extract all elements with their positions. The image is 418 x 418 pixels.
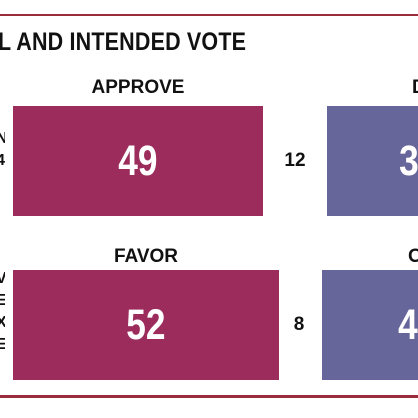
oppose-value-label: 4: [398, 300, 418, 349]
bottom-rule: [0, 395, 418, 398]
row-label: N 4: [0, 128, 5, 172]
left-column-header: FAVOR: [113, 246, 179, 267]
favor-bar: 52: [13, 270, 279, 380]
row-label-line: E: [0, 290, 5, 312]
left-column-header: APPROVE: [91, 77, 185, 98]
oppose-bar: 4: [322, 270, 418, 380]
right-column-header: O: [408, 246, 418, 267]
top-rule: [0, 14, 418, 16]
middle-value-label: 8: [293, 314, 305, 335]
row-label-line: E: [0, 334, 5, 356]
approve-bar: 49: [13, 106, 263, 216]
middle-value-label: 12: [284, 150, 306, 171]
approve-value-label: 49: [118, 136, 158, 185]
disapprove-value-label: 3: [399, 136, 418, 185]
row-label-line: N: [0, 128, 5, 150]
right-column-header: D: [412, 77, 418, 99]
favor-value-label: 52: [126, 300, 166, 349]
row-label: V E X E: [0, 268, 5, 356]
chart-title: L AND INTENDED VOTE: [0, 28, 247, 56]
row-label-line: V: [0, 268, 5, 290]
disapprove-bar: 3: [327, 106, 418, 216]
row-label-line: X: [0, 312, 5, 334]
row-label-line: 4: [0, 152, 5, 169]
